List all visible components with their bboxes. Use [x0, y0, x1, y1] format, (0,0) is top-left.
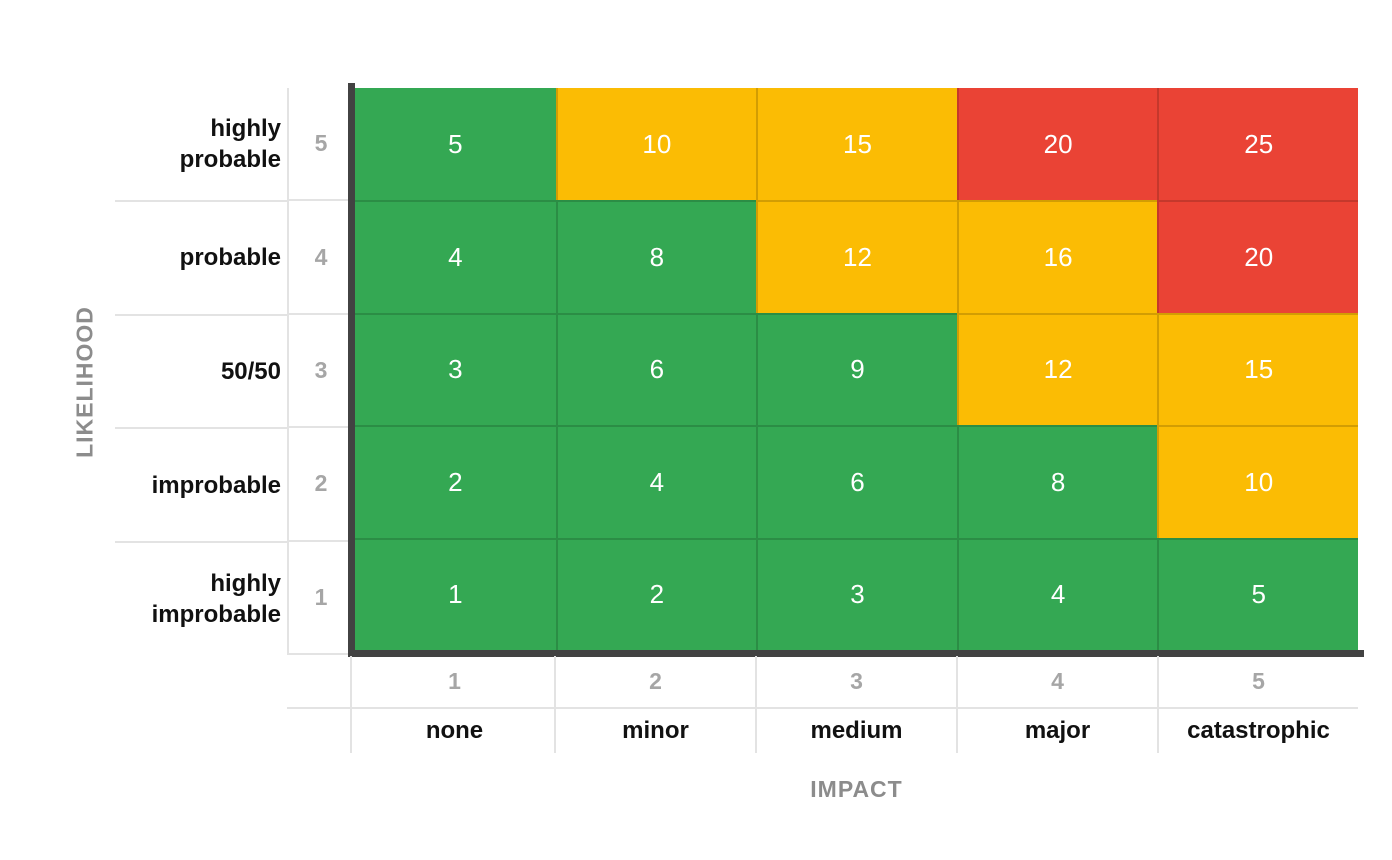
matrix-cell: 12: [956, 312, 1158, 426]
matrix-cell: 9: [756, 312, 957, 426]
x-axis-tick: 2: [554, 656, 755, 707]
matrix-cell: 25: [1157, 88, 1358, 201]
matrix-cell: 4: [555, 425, 757, 538]
matrix-cell: 8: [956, 425, 1158, 538]
x-axis-tick: 1: [448, 668, 461, 694]
x-axis-ticks: 1 2 3 4 5: [355, 656, 1358, 707]
matrix-cell: 5: [1157, 537, 1358, 650]
x-axis-labels: none minor medium major catastrophic: [355, 709, 1358, 753]
y-axis-labels: highly probable probable 50/50 improbabl…: [115, 88, 287, 655]
matrix-cell: 4: [956, 537, 1158, 650]
matrix-cell: 8: [555, 200, 757, 313]
y-axis-row-label: highly improbable: [151, 570, 281, 629]
y-axis-tick: 3: [289, 315, 353, 429]
x-axis-tick: 4: [956, 656, 1157, 707]
x-axis-tick: 3: [755, 656, 956, 707]
x-axis-title: IMPACT: [810, 775, 903, 802]
matrix-cell: 1: [355, 537, 556, 650]
matrix-cell: 2: [355, 425, 556, 538]
y-axis-line: [348, 83, 355, 657]
matrix-cell: 10: [1157, 425, 1358, 538]
matrix-cell: 10: [555, 88, 757, 201]
x-axis-label: medium: [755, 709, 956, 753]
matrix-cell: 20: [956, 88, 1158, 201]
y-axis-row-label: 50/50: [115, 316, 287, 430]
matrix-cell: 2: [555, 537, 757, 650]
x-axis-label: none: [425, 717, 484, 744]
matrix-cell: 15: [1157, 312, 1358, 426]
grid-line-horizontal: [287, 707, 1358, 709]
y-axis-title: LIKELIHOOD: [71, 306, 98, 458]
matrix-cell: 4: [355, 200, 556, 313]
y-axis-ticks: 5 4 3 2 1: [287, 88, 353, 656]
matrix-cell: 5: [355, 88, 556, 201]
matrix-cell: 12: [756, 200, 957, 313]
x-axis-label: major: [956, 709, 1157, 753]
y-axis-tick: 2: [289, 428, 353, 542]
matrix-cell: 16: [956, 200, 1158, 313]
y-axis-row-label: probable: [115, 202, 287, 316]
matrix-cell: 3: [355, 312, 556, 426]
y-axis-tick: 5: [289, 88, 353, 202]
y-axis-tick: 1: [289, 542, 353, 656]
grid-line-origin: [350, 656, 352, 753]
y-axis-row-label: improbable: [115, 429, 287, 544]
y-axis-row-label: highly probable: [115, 88, 287, 202]
matrix-cell: 6: [555, 312, 757, 426]
matrix-cell: 6: [756, 425, 957, 538]
matrix-cell: 15: [756, 88, 957, 201]
y-axis-tick: 4: [289, 201, 353, 315]
x-axis-label: minor: [554, 709, 755, 753]
x-axis-line: [348, 650, 1364, 657]
risk-matrix: 5 10 15 20 25 4 8 12 16 20 3 6 9 12 15 2…: [355, 88, 1358, 650]
x-axis-label: catastrophic: [1157, 709, 1358, 753]
x-axis-tick: 5: [1157, 656, 1358, 707]
matrix-cell: 3: [756, 537, 957, 650]
matrix-cell: 20: [1157, 200, 1358, 313]
